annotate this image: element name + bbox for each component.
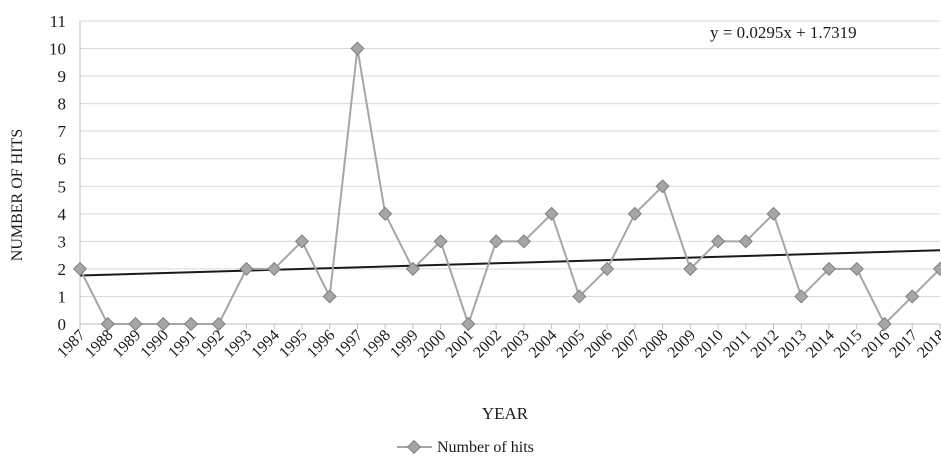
- data-point-marker: [655, 179, 670, 194]
- axes: [79, 21, 941, 329]
- y-tick-label: 10: [49, 40, 66, 59]
- x-tick-label: 1999: [387, 327, 422, 362]
- x-tick-label: 1989: [110, 327, 145, 362]
- x-tick-label: 2018: [914, 327, 941, 362]
- x-tick-label: 2012: [748, 327, 783, 362]
- y-tick-label: 4: [58, 205, 67, 224]
- x-tick-label: 2016: [859, 327, 894, 362]
- data-point-marker: [683, 261, 698, 276]
- data-point-marker: [294, 234, 310, 249]
- data-point-marker: [267, 261, 282, 276]
- data-point-marker: [128, 316, 143, 332]
- data-point-marker: [322, 289, 337, 304]
- gridlines: [80, 20, 940, 297]
- y-axis-title: NUMBER OF HITS: [9, 129, 26, 261]
- x-axis-title: YEAR: [482, 404, 529, 423]
- x-tick-label: 2008: [637, 327, 672, 362]
- x-tick-label: 1998: [359, 327, 394, 362]
- trendline-equation: y = 0.0295x + 1.7319: [710, 23, 857, 42]
- data-point-marker: [211, 316, 226, 332]
- y-tick-label: 5: [58, 177, 67, 196]
- data-point-marker: [183, 316, 199, 332]
- series-line: [79, 48, 941, 328]
- data-point-marker: [710, 234, 726, 249]
- data-point-marker: [489, 234, 504, 249]
- data-point-marker: [156, 316, 171, 332]
- data-point-marker: [849, 261, 864, 276]
- y-tick-label: 2: [58, 260, 67, 279]
- x-tick-label: 2014: [803, 327, 838, 362]
- data-point-marker: [738, 234, 753, 249]
- data-point-marker: [572, 289, 587, 304]
- x-tick-label: 2011: [720, 327, 754, 361]
- data-point-marker: [516, 234, 531, 249]
- y-tick-label: 7: [58, 122, 67, 141]
- data-point-marker: [821, 261, 837, 276]
- y-tick-label: 0: [58, 315, 67, 334]
- x-tick-label: 2017: [886, 327, 921, 362]
- x-tick-label: 2009: [665, 327, 700, 362]
- x-tick-label: 2001: [443, 327, 478, 362]
- legend-diamond-marker: [406, 439, 422, 455]
- x-tick-label: 1994: [248, 327, 283, 362]
- x-tick-label: 2000: [415, 327, 450, 362]
- data-point-marker: [405, 261, 420, 276]
- x-tick-label: 1991: [165, 327, 200, 362]
- x-tick-label: 2007: [609, 327, 644, 362]
- data-point-marker: [627, 206, 642, 221]
- x-tick-label: 1990: [137, 327, 172, 362]
- data-point-marker: [932, 261, 941, 276]
- data-point-marker: [433, 234, 448, 249]
- data-point-marker: [100, 316, 115, 332]
- x-tick-label: 2015: [831, 327, 866, 362]
- x-tick-label: 2004: [526, 327, 561, 362]
- x-tick-label: 1995: [276, 327, 311, 362]
- legend-label: Number of hits: [437, 439, 534, 456]
- x-tick-label: 1992: [193, 327, 228, 362]
- data-point-marker: [378, 206, 393, 221]
- x-tick-label: 2010: [692, 327, 727, 362]
- x-tick-label: 2013: [775, 327, 810, 362]
- trendline-group: [79, 249, 941, 277]
- x-tick-label: 2002: [470, 327, 505, 362]
- x-tick-label: 1988: [82, 327, 117, 362]
- x-tick-label: 2006: [581, 327, 616, 362]
- x-tick-label: 2005: [554, 327, 589, 362]
- series-group: [72, 41, 941, 332]
- y-tick-label: 9: [58, 67, 67, 86]
- data-point-marker: [877, 316, 892, 332]
- data-point-marker: [350, 41, 365, 56]
- data-point-marker: [72, 261, 88, 276]
- x-tick-label: 2003: [498, 327, 533, 362]
- x-tick-label: 1993: [221, 327, 256, 362]
- data-point-marker: [461, 316, 476, 332]
- data-point-marker: [600, 261, 615, 276]
- data-point-marker: [239, 261, 254, 276]
- y-tick-label: 6: [58, 150, 67, 169]
- y-tick-label: 3: [58, 232, 67, 251]
- y-tick-label: 1: [58, 287, 67, 306]
- y-tick-label: 11: [50, 12, 66, 31]
- data-point-marker: [905, 289, 920, 304]
- data-point-marker: [766, 206, 781, 221]
- x-tick-label: 1996: [304, 327, 339, 362]
- data-point-marker: [544, 206, 559, 221]
- legend: Number of hits: [397, 439, 534, 456]
- trendline: [79, 249, 941, 277]
- data-point-marker: [794, 289, 809, 304]
- y-tick-label: 8: [58, 95, 67, 114]
- x-tick-label: 1997: [332, 327, 367, 362]
